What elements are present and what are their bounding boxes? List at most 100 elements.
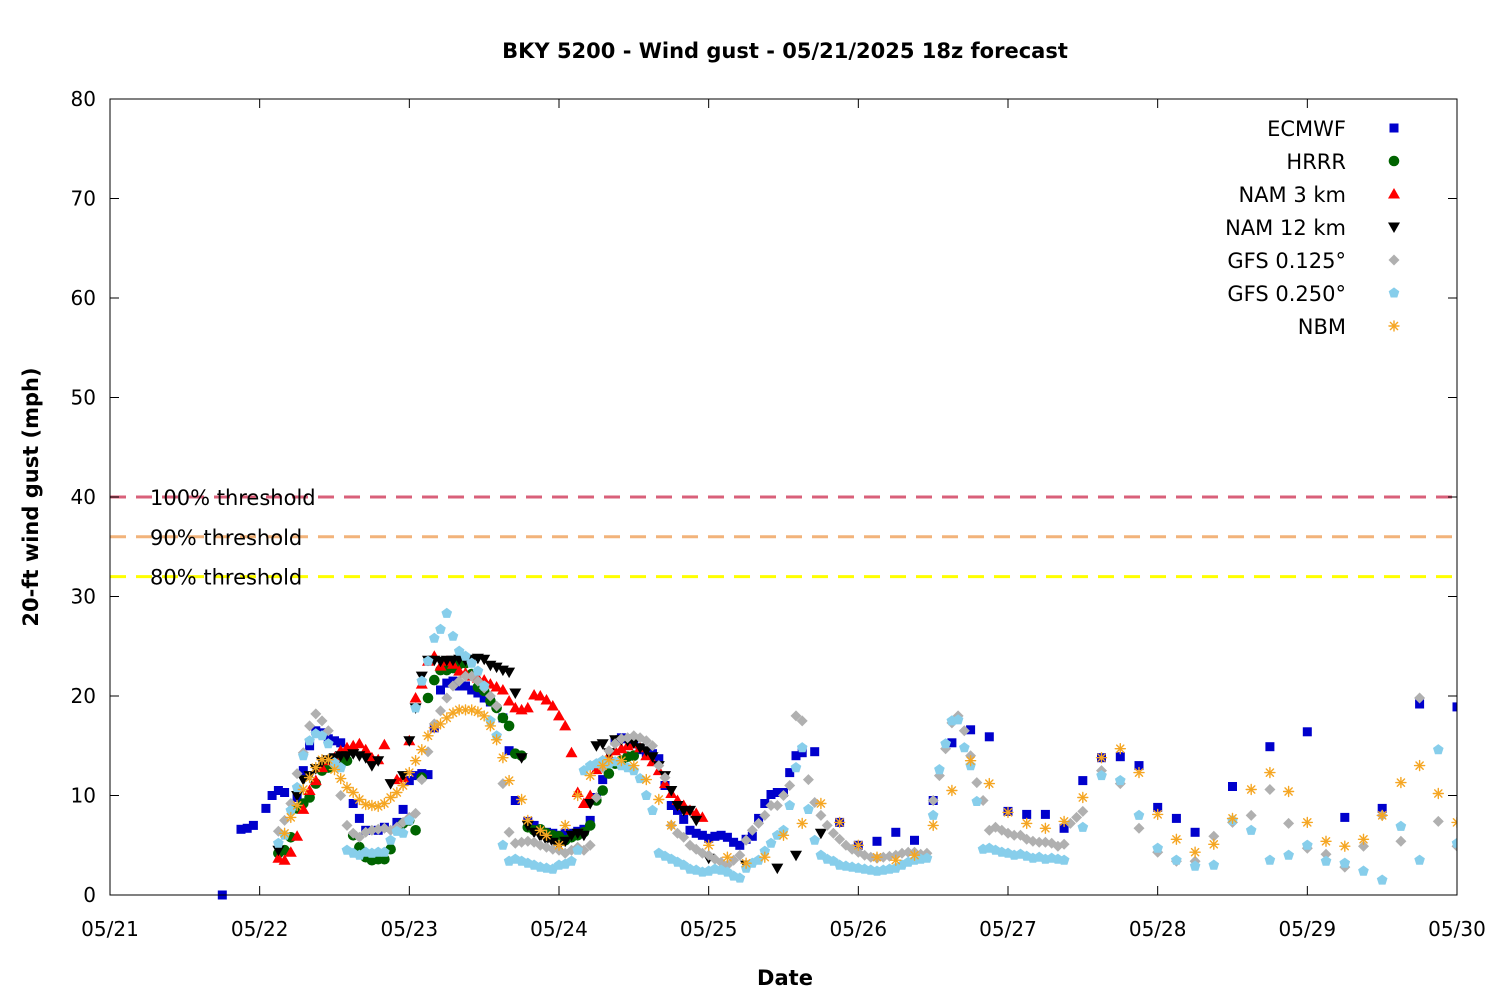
data-point: [397, 827, 409, 838]
data-point: [1039, 822, 1052, 834]
data-point: [910, 835, 919, 845]
data-point: [497, 839, 509, 850]
data-point: [1021, 817, 1033, 830]
data-point: [1357, 833, 1370, 845]
data-point: [753, 817, 765, 829]
legend-label: HRRR: [1286, 150, 1346, 174]
data-point: [559, 819, 571, 832]
data-point: [353, 737, 366, 749]
data-point: [734, 872, 746, 883]
data-point: [671, 801, 684, 812]
legend-label: NAM 12 km: [1225, 216, 1346, 240]
data-point: [685, 825, 695, 835]
data-point: [722, 832, 732, 842]
data-point: [365, 761, 378, 772]
data-point: [304, 735, 315, 746]
data-point: [285, 798, 297, 809]
data-point: [1339, 857, 1351, 868]
data-point: [467, 685, 477, 695]
data-point: [603, 768, 615, 779]
data-point: [615, 742, 628, 754]
data-point: [964, 755, 977, 767]
data-point: [316, 715, 328, 727]
data-point: [1451, 816, 1457, 829]
x-tick-label: 05/22: [231, 917, 289, 941]
data-point: [1358, 840, 1369, 852]
data-point: [791, 751, 801, 761]
data-point: [1395, 835, 1407, 847]
data-point: [1078, 776, 1088, 786]
data-point: [966, 725, 976, 735]
data-point: [665, 786, 678, 797]
data-point: [821, 819, 833, 831]
data-point: [403, 766, 415, 779]
data-point: [491, 700, 503, 712]
legend-item: NAM 12 km: [1225, 216, 1400, 240]
data-point: [298, 750, 309, 761]
data-point: [627, 738, 640, 749]
y-tick-label: 20: [71, 684, 96, 708]
legend-item: NAM 3 km: [1238, 183, 1400, 207]
data-point: [740, 834, 752, 846]
data-point: [503, 720, 515, 732]
chart-title: BKY 5200 - Wind gust - 05/21/2025 18z fo…: [502, 39, 1068, 63]
data-point: [341, 819, 353, 831]
data-point: [560, 828, 570, 838]
data-point: [423, 770, 433, 780]
data-point: [553, 709, 565, 721]
data-point: [927, 819, 939, 832]
legend-label: GFS 0.250°: [1227, 282, 1346, 306]
data-point: [304, 720, 316, 732]
data-point: [453, 675, 465, 687]
data-point: [1133, 822, 1145, 834]
y-tick-label: 60: [71, 286, 96, 310]
data-point: [442, 678, 452, 688]
data-point: [971, 777, 983, 789]
data-point: [1432, 787, 1445, 800]
data-point: [336, 738, 346, 748]
data-point: [385, 834, 396, 845]
data-point: [890, 854, 902, 866]
data-point: [354, 813, 364, 823]
data-point: [746, 824, 758, 836]
data-point: [1245, 809, 1257, 821]
data-point: [347, 786, 359, 799]
data-point: [1264, 784, 1276, 795]
data-point: [1245, 783, 1257, 796]
data-point: [1170, 833, 1183, 845]
data-point: [665, 819, 677, 832]
x-tick-label: 05/30: [1428, 917, 1486, 941]
data-point: [335, 772, 347, 785]
data-point: [461, 681, 470, 691]
data-point: [947, 738, 957, 748]
data-point: [403, 736, 416, 747]
data-point: [447, 680, 459, 692]
data-point: [1058, 815, 1070, 828]
data-point: [1171, 813, 1181, 823]
data-point: [1470, 853, 1481, 863]
data-point: [796, 715, 808, 727]
data-point: [378, 738, 391, 750]
series-group: [278, 704, 1457, 869]
data-point: [484, 690, 496, 702]
data-point: [771, 863, 784, 875]
data-point: [609, 738, 621, 750]
data-point: [1451, 837, 1457, 848]
data-point: [572, 789, 584, 802]
data-point: [285, 811, 297, 824]
data-point: [540, 829, 553, 841]
data-point: [1320, 848, 1332, 860]
data-point: [422, 746, 434, 758]
data-point: [803, 803, 814, 814]
data-point: [429, 632, 440, 643]
data-point: [597, 785, 608, 796]
series-group: [272, 670, 1457, 873]
data-point: [397, 771, 410, 782]
data-point: [353, 793, 366, 806]
data-point: [1190, 827, 1200, 837]
data-point: [690, 815, 703, 827]
data-point: [983, 777, 995, 790]
data-point: [704, 833, 714, 843]
data-point: [267, 791, 277, 800]
